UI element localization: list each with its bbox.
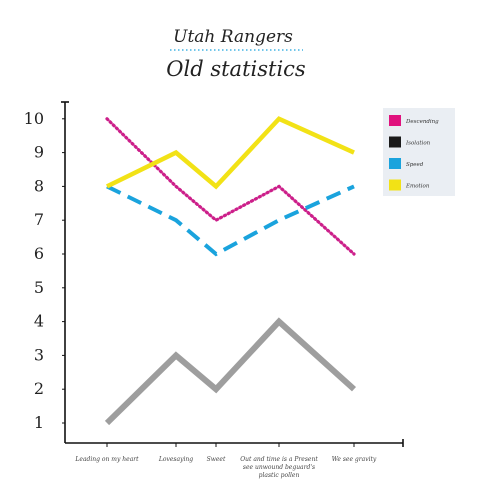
legend: Descending Isolation Speed Emotion xyxy=(383,108,455,196)
legend-swatch xyxy=(389,115,401,126)
y-tick-label: 9 xyxy=(34,143,44,162)
x-tick-label: Sweet xyxy=(207,456,226,463)
legend-label: Speed xyxy=(406,162,424,168)
legend-label: Isolation xyxy=(405,141,431,147)
legend-swatch xyxy=(389,158,401,169)
legend-swatch xyxy=(389,136,401,148)
axes xyxy=(61,101,404,447)
y-tick-label: 6 xyxy=(34,244,44,263)
legend-label: Descending xyxy=(405,119,439,125)
chart-title: Utah Rangers xyxy=(173,27,293,47)
legend-label: Emotion xyxy=(405,184,430,190)
y-tick-label: 4 xyxy=(34,312,44,331)
x-tick-label: Lovesaying xyxy=(158,456,193,463)
y-tick-label: 1 xyxy=(34,413,44,432)
series-line-speed xyxy=(106,184,355,257)
series-line-isolation xyxy=(104,317,357,426)
series-line-descending xyxy=(105,117,356,256)
y-axis-ticks: 1 2 3 4 5 6 7 8 9 10 xyxy=(24,109,65,432)
series-line-emotion xyxy=(106,116,355,190)
series-layer xyxy=(104,116,357,426)
x-tick-label: We see gravity xyxy=(332,456,377,463)
y-tick-label: 10 xyxy=(24,109,44,128)
legend-swatch xyxy=(389,179,401,191)
x-axis-ticks: Leading on my heart Lovesaying Sweet Out an… xyxy=(74,443,377,479)
y-tick-label: 3 xyxy=(34,345,44,364)
y-tick-label: 5 xyxy=(34,278,44,297)
x-tick-label: Out and time is a Present see unwound beg… xyxy=(240,456,318,479)
y-tick-label: 8 xyxy=(34,176,44,195)
x-tick-label: Leading on my heart xyxy=(74,456,139,463)
y-tick-label: 7 xyxy=(34,210,44,229)
chart-subtitle: Old statistics xyxy=(166,57,306,81)
y-tick-label: 2 xyxy=(34,379,44,398)
